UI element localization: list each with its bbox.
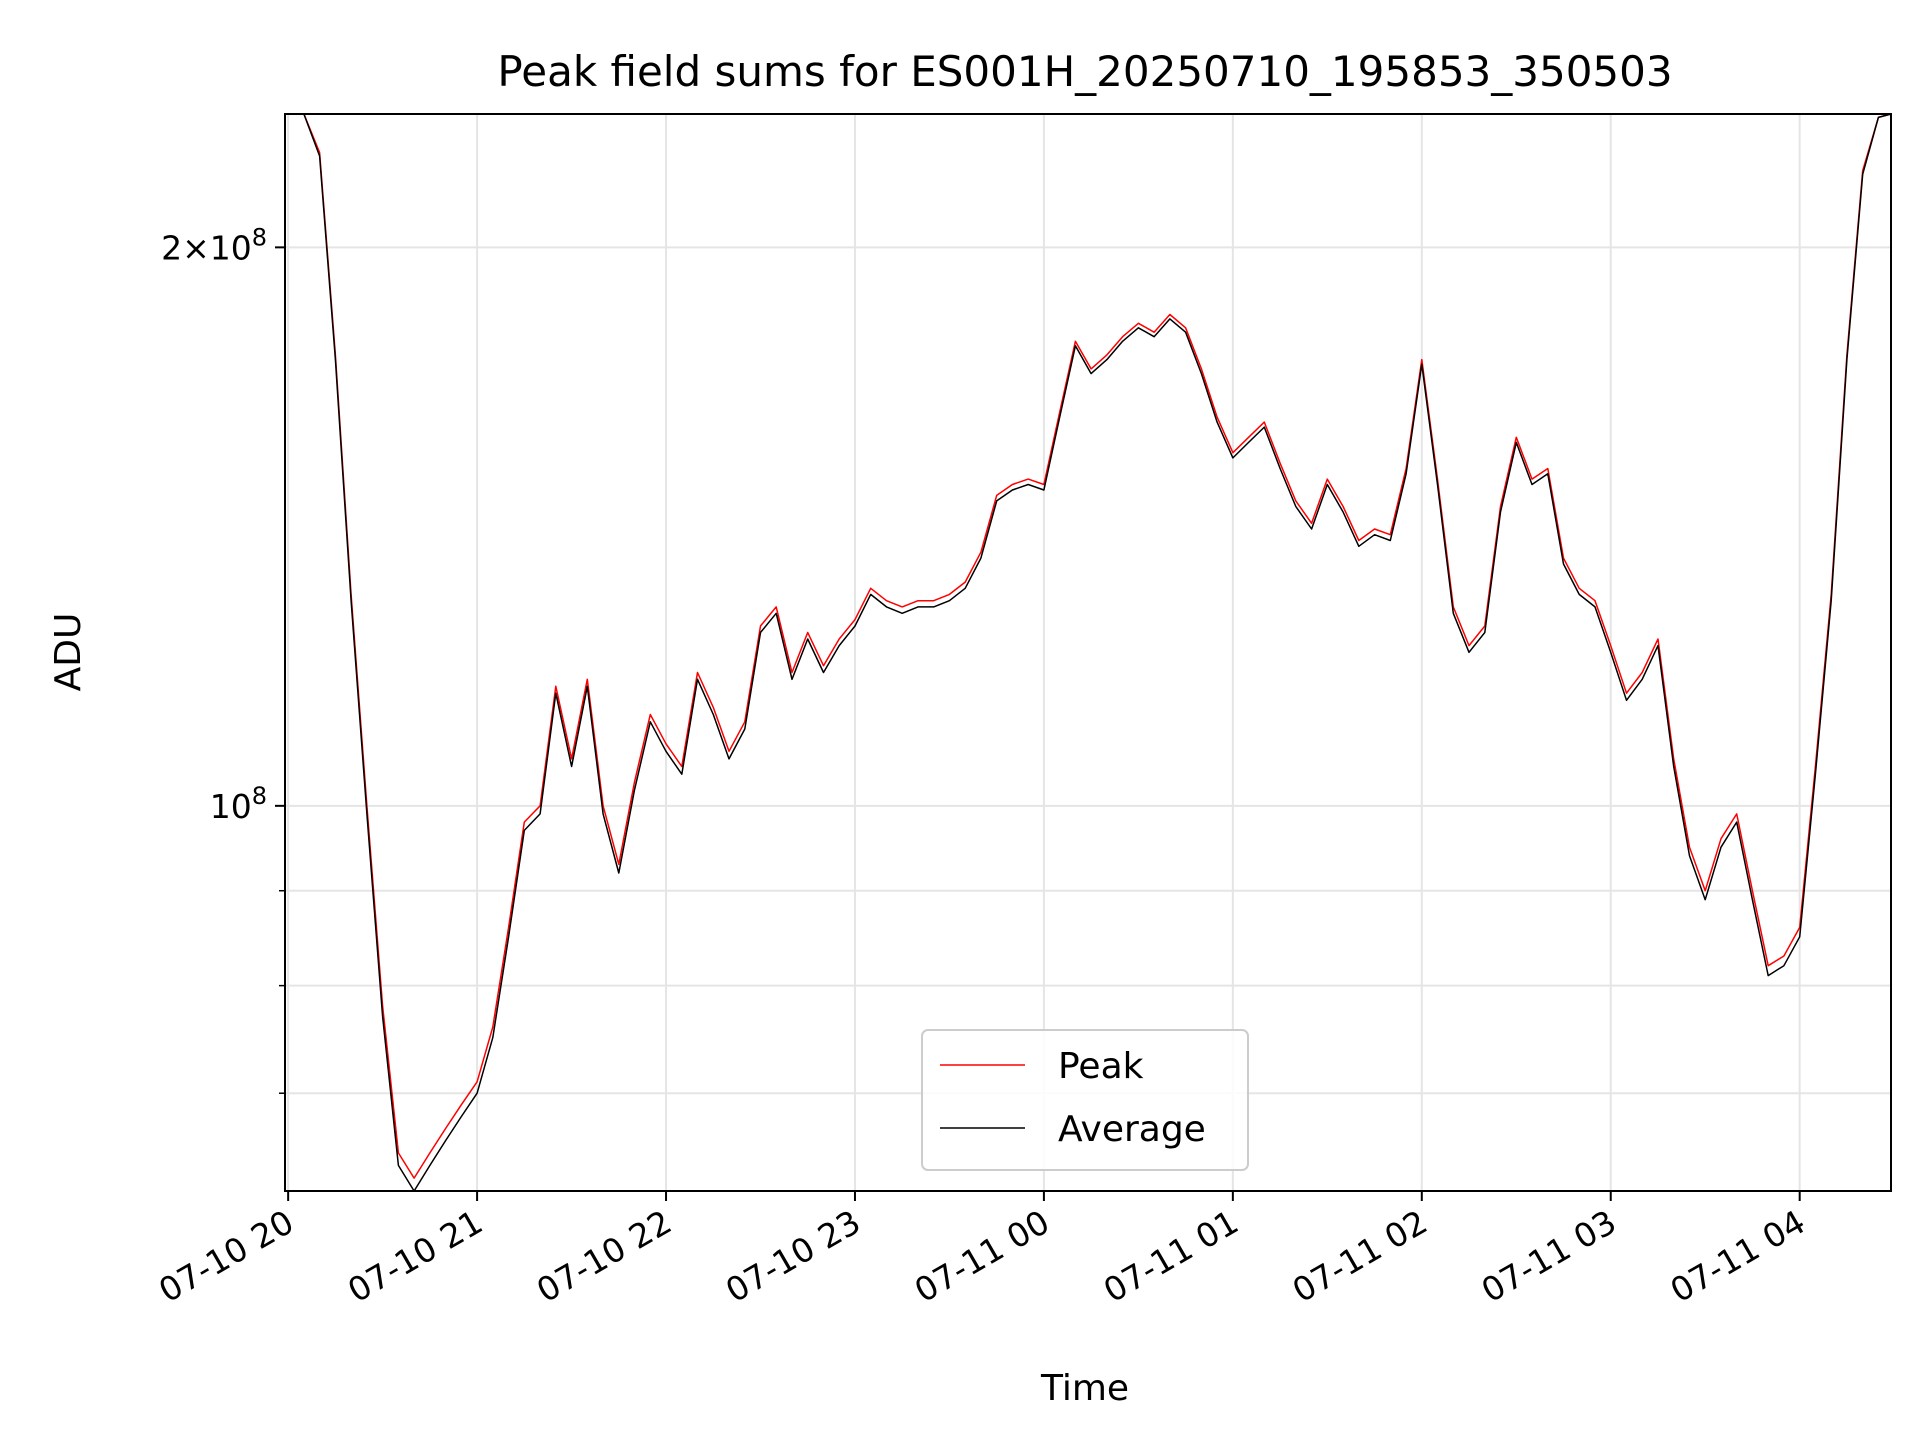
plot-frame (284, 113, 1892, 1192)
x-tick-label: 07-10 22 (530, 1202, 678, 1310)
x-tick-label: 07-11 01 (1097, 1202, 1245, 1310)
x-tick-label: 07-11 04 (1664, 1202, 1812, 1310)
y-tick-label: 108 (210, 782, 267, 826)
x-tick-label: 07-11 02 (1286, 1202, 1434, 1310)
y-tick-label: 2×108 (161, 223, 267, 267)
y-axis: 108 2×108 (161, 223, 285, 1094)
x-tick-label: 07-10 20 (152, 1202, 300, 1310)
x-axis-label: Time (1040, 1368, 1129, 1409)
x-tick-label: 07-10 21 (341, 1202, 489, 1310)
series-line-average (285, 113, 1892, 1192)
y-axis-label: ADU (48, 613, 89, 692)
series-line-peak (285, 113, 1892, 1179)
legend: Peak Average (921, 1029, 1249, 1171)
legend-label-peak: Peak (1058, 1046, 1144, 1087)
grid (285, 114, 1891, 1191)
x-tick-label: 07-11 03 (1475, 1202, 1623, 1310)
legend-label-average: Average (1058, 1109, 1206, 1150)
x-tick-label: 07-10 23 (719, 1202, 867, 1310)
x-axis: 07-10 20 07-10 21 07-10 22 07-10 23 07-11 00… (152, 1191, 1812, 1310)
x-tick-label: 07-11 00 (908, 1202, 1056, 1310)
series-layer (285, 113, 1892, 1192)
chart-title: Peak field sums for ES001H_20250710_1958… (497, 47, 1672, 96)
